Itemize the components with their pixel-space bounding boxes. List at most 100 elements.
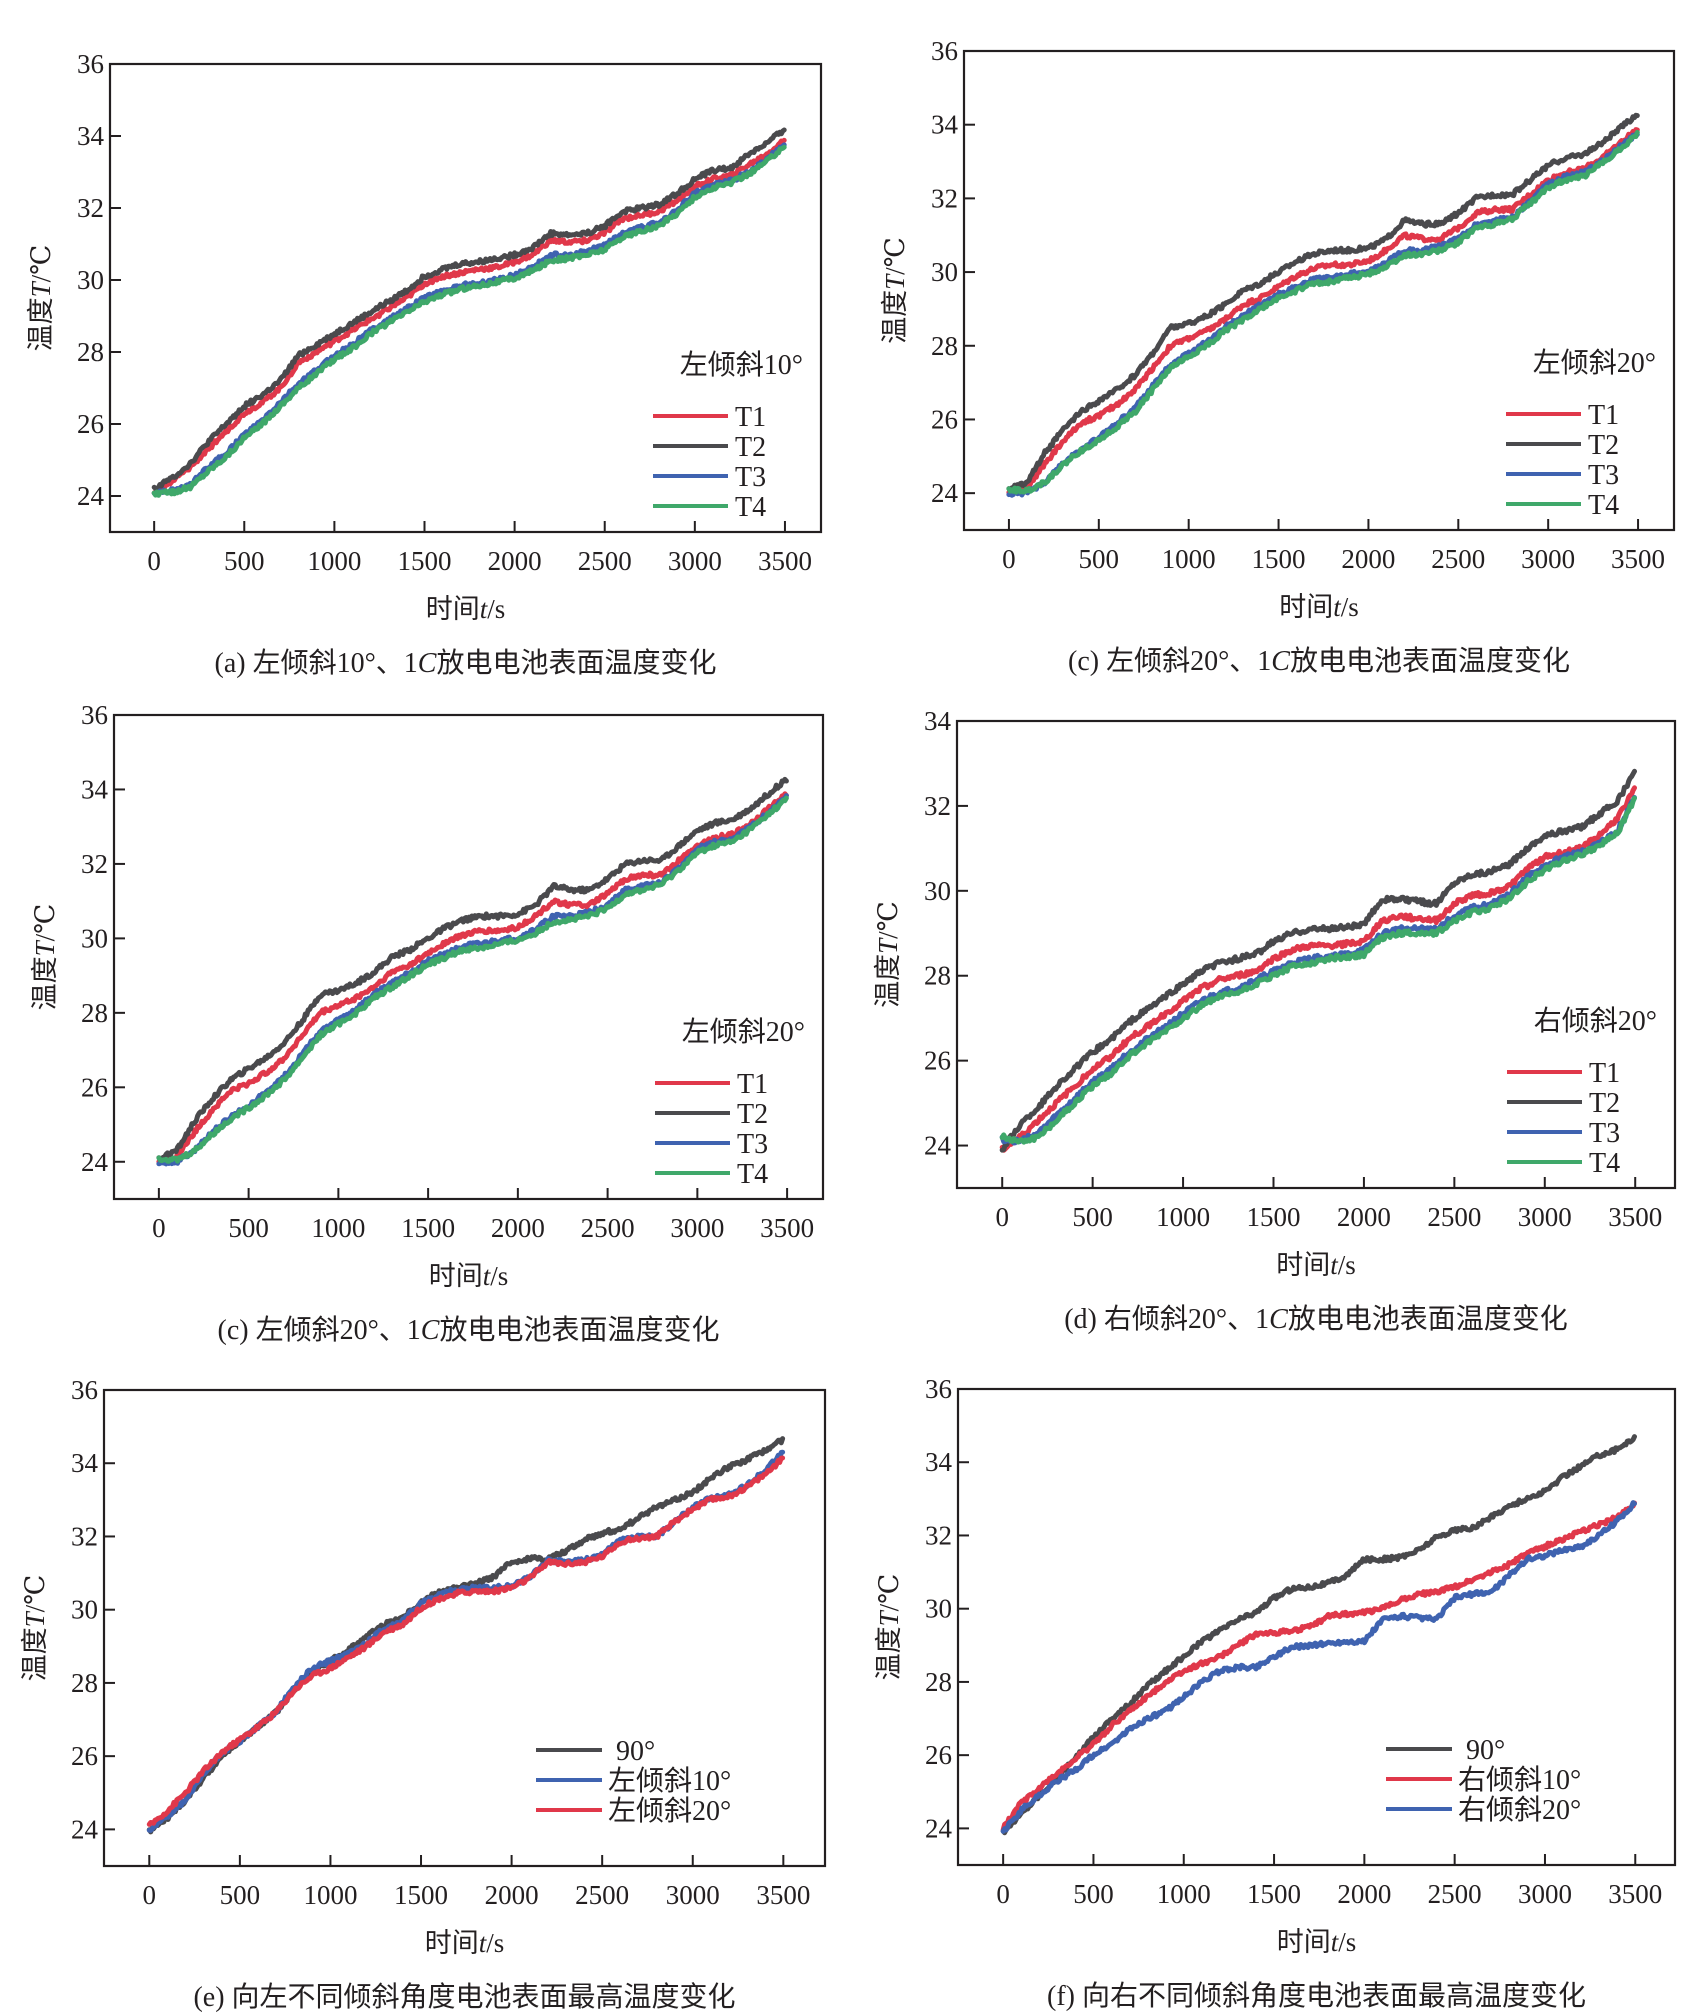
y-tick-label: 28 bbox=[77, 337, 104, 367]
panel-caption: (d) 右倾斜20°、1C放电电池表面温度变化 bbox=[1064, 1303, 1568, 1335]
x-tick-label: 2000 bbox=[485, 1880, 539, 1910]
y-tick-label: 24 bbox=[77, 481, 105, 511]
legend-label: T3 bbox=[735, 462, 766, 493]
plot-frame bbox=[955, 719, 1677, 1190]
y-tick-label: 32 bbox=[77, 193, 104, 223]
legend-label: T2 bbox=[1589, 1088, 1620, 1119]
series-line-2 bbox=[151, 127, 787, 492]
x-tick-label: 2500 bbox=[581, 1213, 635, 1243]
x-tick-label: 2500 bbox=[1428, 1879, 1482, 1909]
legend-label: T3 bbox=[737, 1129, 768, 1160]
x-tick-label: 1000 bbox=[1156, 1202, 1210, 1232]
x-tick-label: 1500 bbox=[1252, 544, 1306, 574]
legend-label: T1 bbox=[737, 1069, 768, 1100]
x-tick-label: 3000 bbox=[668, 546, 722, 576]
x-tick-label: 1500 bbox=[1247, 1879, 1301, 1909]
x-tick-label: 0 bbox=[996, 1879, 1010, 1909]
x-tick-label: 2000 bbox=[1337, 1202, 1391, 1232]
y-axis-title: 温度T/℃ bbox=[873, 901, 903, 1008]
series-line-1 bbox=[1006, 127, 1640, 495]
y-tick-label: 32 bbox=[71, 1521, 98, 1551]
y-tick-label: 32 bbox=[81, 849, 108, 879]
y-tick-label: 36 bbox=[77, 49, 104, 79]
x-tick-label: 2000 bbox=[488, 546, 542, 576]
panel-e: 24 26 28 30 32 34 36 0 500 1000 1500 2000 2500 3000 35… bbox=[20, 1375, 827, 2013]
legend: 90°右倾斜10°右倾斜20° bbox=[1386, 1735, 1581, 1826]
x-tick-label: 3500 bbox=[1608, 1879, 1662, 1909]
x-tick-label: 3500 bbox=[1608, 1202, 1662, 1232]
x-tick-label: 2500 bbox=[1427, 1202, 1481, 1232]
series-line-3 bbox=[1000, 1500, 1637, 1834]
x-axis-title: 时间t/s bbox=[1276, 1250, 1356, 1280]
y-axis-title: 温度T/℃ bbox=[30, 904, 60, 1011]
legend-title: 左倾斜10° bbox=[680, 349, 803, 381]
x-tick-label: 1000 bbox=[1157, 1879, 1211, 1909]
x-tick-label: 3500 bbox=[1611, 544, 1665, 574]
y-tick-label: 34 bbox=[925, 1447, 953, 1477]
x-tick-label: 2000 bbox=[1337, 1879, 1391, 1909]
series-line-4 bbox=[999, 795, 1637, 1145]
series-line-4 bbox=[151, 144, 787, 498]
x-tick-label: 1500 bbox=[394, 1880, 448, 1910]
panel-d: 24 26 28 30 32 34 0 500 1000 1500 2000 2500 3000 3500… bbox=[873, 706, 1677, 1335]
y-tick-label: 24 bbox=[81, 1147, 109, 1177]
x-axis-title: 时间t/s bbox=[1279, 592, 1359, 622]
legend-label: T4 bbox=[1588, 490, 1619, 521]
y-tick-label: 24 bbox=[924, 1131, 952, 1161]
y-axis-title: 温度T/℃ bbox=[20, 1575, 50, 1682]
legend-title: 左倾斜20° bbox=[1533, 347, 1656, 379]
series-line-2 bbox=[1000, 1500, 1637, 1833]
x-tick-label: 3000 bbox=[670, 1213, 724, 1243]
x-tick-label: 1500 bbox=[1246, 1202, 1300, 1232]
legend-title: 左倾斜20° bbox=[682, 1016, 805, 1048]
x-tick-label: 3500 bbox=[760, 1213, 814, 1243]
x-tick-label: 0 bbox=[995, 1202, 1009, 1232]
plot-frame bbox=[962, 49, 1676, 532]
x-tick-label: 0 bbox=[143, 1880, 157, 1910]
x-tick-label: 3000 bbox=[1521, 544, 1575, 574]
panel-caption: (e) 向左不同倾斜角度电池表面最高温度变化 bbox=[193, 1981, 735, 2013]
y-tick-label: 32 bbox=[924, 791, 951, 821]
panel-f: 24 26 28 30 32 34 36 0 500 1000 1500 2000 2500 3000 35… bbox=[874, 1374, 1677, 2012]
legend-label: T4 bbox=[735, 492, 766, 523]
y-tick-label: 34 bbox=[71, 1448, 99, 1478]
legend-label: 左倾斜20° bbox=[608, 1795, 731, 1827]
x-tick-label: 2500 bbox=[575, 1880, 629, 1910]
y-tick-label: 24 bbox=[931, 478, 959, 508]
legend-label: 90° bbox=[1466, 1735, 1505, 1766]
y-tick-label: 30 bbox=[71, 1595, 98, 1625]
series-line-3 bbox=[146, 1455, 786, 1827]
legend-label: T2 bbox=[737, 1099, 768, 1130]
legend-label: T2 bbox=[735, 432, 766, 463]
legend-label: T4 bbox=[737, 1159, 768, 1190]
y-tick-label: 28 bbox=[931, 331, 958, 361]
series-line-3 bbox=[151, 142, 787, 496]
x-tick-label: 2000 bbox=[1341, 544, 1395, 574]
series-line-4 bbox=[156, 795, 789, 1164]
series-line-2 bbox=[999, 768, 1637, 1153]
x-tick-label: 1000 bbox=[307, 546, 361, 576]
legend: 90°左倾斜10°左倾斜20° bbox=[536, 1736, 731, 1827]
legend-label: T1 bbox=[735, 402, 766, 433]
plot-frame bbox=[102, 1388, 827, 1868]
legend-label: 左倾斜10° bbox=[608, 1765, 731, 1797]
legend-label: T3 bbox=[1589, 1118, 1620, 1149]
panel-caption: (a) 左倾斜10°、1C放电电池表面温度变化 bbox=[215, 647, 717, 679]
y-tick-label: 26 bbox=[81, 1072, 108, 1102]
series-line-1 bbox=[1000, 1434, 1637, 1836]
y-axis-title: 温度T/℃ bbox=[26, 245, 56, 352]
x-tick-label: 0 bbox=[1002, 544, 1016, 574]
panel-caption: (c) 左倾斜20°、1C放电电池表面温度变化 bbox=[218, 1314, 720, 1346]
y-tick-label: 26 bbox=[925, 1740, 952, 1770]
y-tick-label: 28 bbox=[924, 961, 951, 991]
x-tick-label: 3500 bbox=[758, 546, 812, 576]
y-axis-title: 温度T/℃ bbox=[880, 237, 910, 344]
series-line-3 bbox=[999, 795, 1637, 1146]
y-tick-label: 30 bbox=[77, 265, 104, 295]
x-tick-label: 500 bbox=[1079, 544, 1120, 574]
